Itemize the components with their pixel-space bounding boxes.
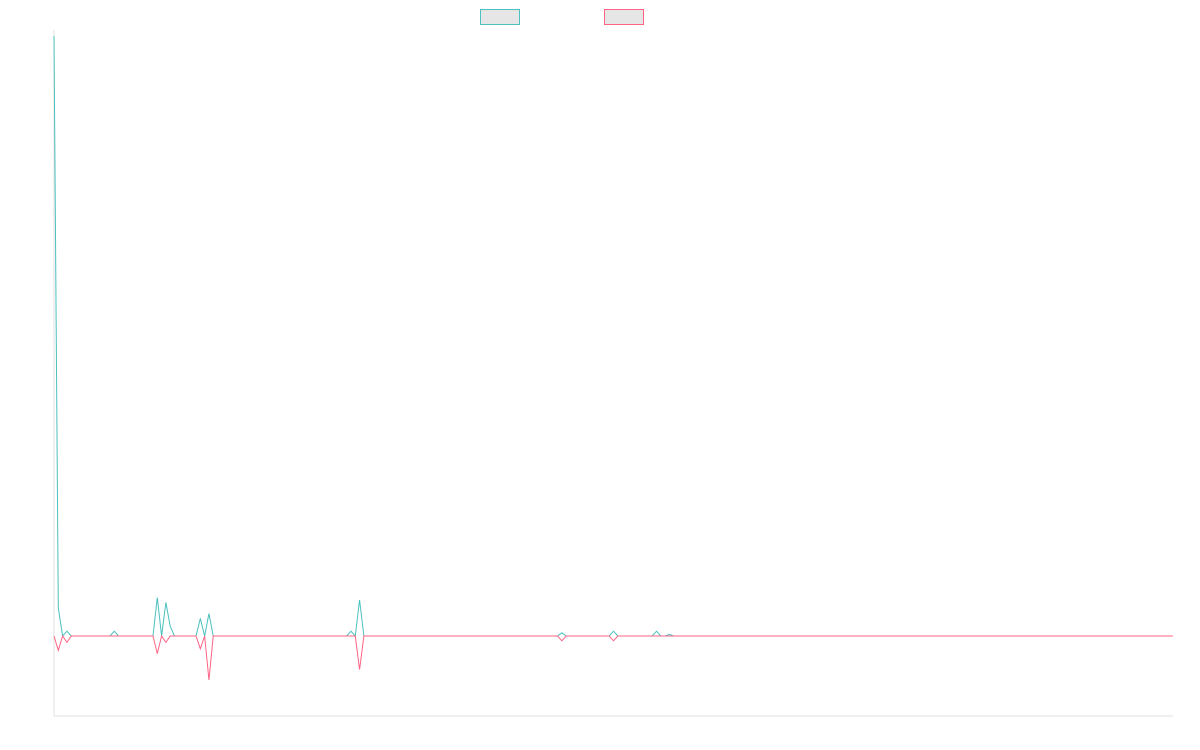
legend-swatch-series-1[interactable]	[480, 9, 520, 25]
series-1-line	[53, 35, 1173, 638]
legend-swatch-series-2[interactable]	[604, 9, 644, 25]
series-2-line	[53, 634, 1173, 681]
series-layer	[53, 35, 1173, 681]
